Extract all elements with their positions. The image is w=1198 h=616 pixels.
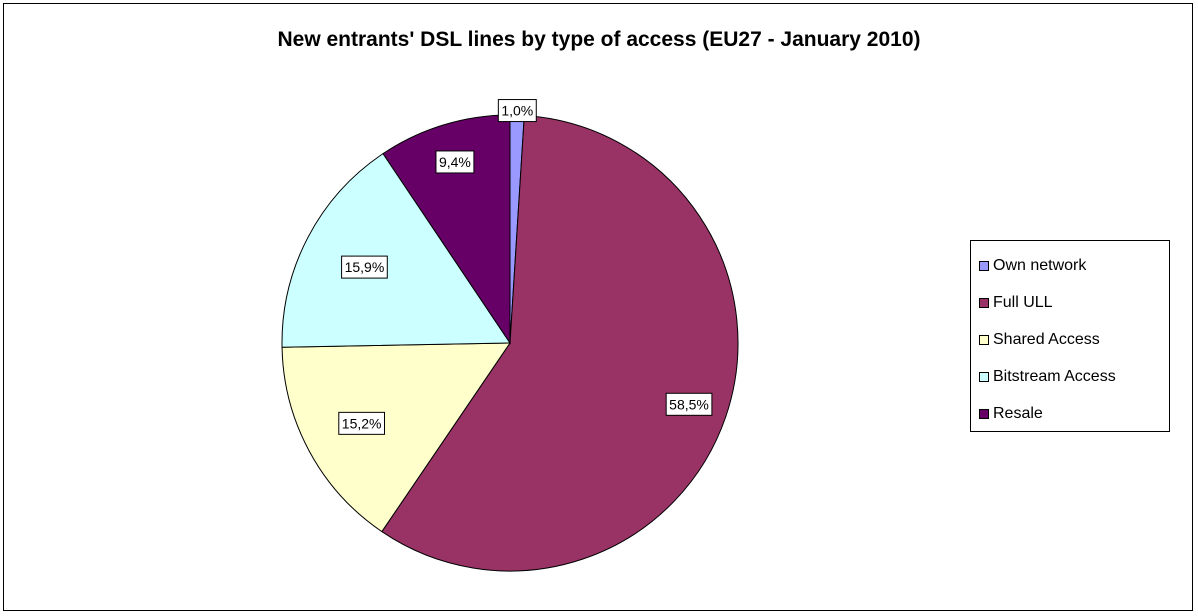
legend-swatch-full-ull [979,298,989,308]
chart-legend: Own network Full ULL Shared Access Bitst… [970,240,1170,432]
legend-item-shared-access: Shared Access [979,330,1100,350]
data-label-text-own-network: 1,0% [501,103,533,119]
legend-label-own-network: Own network [993,257,1087,274]
data-label-bitstream-access: 15,9% [341,255,388,279]
pie-slice-bitstream-access [281,152,511,348]
data-label-text-bitstream-access: 15,9% [345,259,385,275]
legend-item-resale: Resale [979,404,1043,424]
data-label-own-network: 1,0% [497,99,537,123]
legend-swatch-own-network [979,261,989,271]
data-label-text-resale: 9,4% [439,154,471,170]
data-label-full-ull: 58,5% [665,392,713,416]
legend-item-bitstream-access: Bitstream Access [979,367,1116,387]
data-label-text-shared-access: 15,2% [342,415,382,431]
legend-item-own-network: Own network [979,256,1086,276]
data-label-text-full-ull: 58,5% [669,396,709,412]
data-label-box-bitstream-access [341,255,388,279]
legend-swatch-resale [979,409,989,419]
data-label-resale: 9,4% [435,150,475,174]
chart-title: New entrants' DSL lines by type of acces… [277,28,921,51]
pie-slice-full-ull [381,114,739,572]
legend-label-bitstream-access: Bitstream Access [993,368,1116,385]
data-label-shared-access: 15,2% [338,411,385,435]
legend-label-shared-access: Shared Access [993,331,1100,348]
legend-label-full-ull: Full ULL [993,294,1053,311]
legend-swatch-bitstream-access [979,372,989,382]
pie-slice-shared-access [281,342,511,533]
data-label-box-shared-access [338,411,385,435]
legend-item-full-ull: Full ULL [979,293,1053,313]
data-label-box-resale [435,150,475,174]
data-label-box-own-network [497,99,537,123]
legend-label-resale: Resale [993,405,1043,422]
legend-swatch-shared-access [979,335,989,345]
data-label-box-full-ull [665,392,713,416]
